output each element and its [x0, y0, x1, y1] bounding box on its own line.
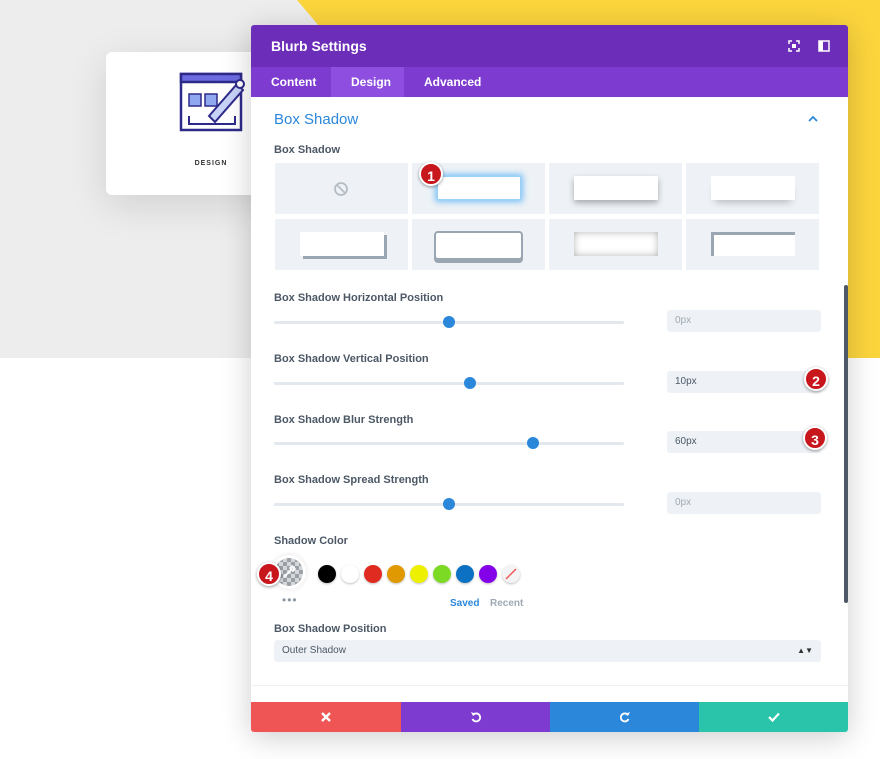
slider-handle[interactable] [443, 498, 455, 510]
blurb-title: DESIGN [194, 160, 228, 167]
preset-3[interactable] [686, 163, 819, 214]
swatch-white[interactable] [341, 565, 359, 583]
preset-7-preview [711, 232, 795, 256]
preset-2-preview [574, 176, 658, 200]
settings-body: Box Shadow Box Shadow [251, 97, 848, 702]
tab-design[interactable]: Design [331, 67, 404, 97]
spread-strength-label: Box Shadow Spread Strength [274, 474, 429, 486]
vertical-position-input[interactable]: 10px [667, 371, 821, 393]
shadow-color-label: Shadow Color [274, 535, 348, 547]
swatch-green[interactable] [433, 565, 451, 583]
blur-strength-input[interactable]: 60px [667, 431, 821, 453]
recent-colors-tab[interactable]: Recent [490, 598, 524, 609]
horizontal-position-label: Box Shadow Horizontal Position [274, 292, 444, 304]
design-window-pencil-icon [179, 72, 245, 132]
sidebar-layout-icon[interactable] [817, 39, 831, 53]
preset-1-preview [437, 176, 521, 200]
preset-7[interactable] [686, 219, 819, 270]
saved-colors-tab[interactable]: Saved [450, 598, 480, 609]
blur-strength-label: Box Shadow Blur Strength [274, 414, 414, 426]
slider-track [274, 442, 624, 445]
modal-footer [251, 702, 848, 732]
tab-bar: Content Design Advanced [251, 67, 848, 97]
tab-content[interactable]: Content [271, 75, 317, 89]
transparent-slash-icon [505, 568, 517, 580]
tab-advanced[interactable]: Advanced [424, 75, 482, 89]
modal-header: Blurb Settings [251, 25, 848, 67]
vertical-position-slider[interactable] [274, 377, 624, 389]
expand-icon[interactable] [787, 39, 801, 53]
marker-1: 1 [419, 162, 443, 186]
none-icon [334, 182, 348, 196]
swatch-purple[interactable] [479, 565, 497, 583]
divider [251, 685, 848, 686]
redo-icon [619, 712, 630, 723]
swatch-transparent[interactable] [502, 565, 520, 583]
modal-title: Blurb Settings [271, 38, 367, 54]
section-title[interactable]: Box Shadow [274, 111, 359, 128]
blur-strength-slider[interactable] [274, 437, 624, 449]
eyedropper-icon [283, 564, 297, 578]
preset-4[interactable] [275, 219, 408, 270]
preset-6[interactable] [549, 219, 682, 270]
preset-none[interactable] [275, 163, 408, 214]
preset-3-preview [711, 176, 795, 200]
slider-track [274, 382, 624, 385]
box-shadow-position-label: Box Shadow Position [274, 623, 387, 635]
redo-button[interactable] [550, 702, 699, 732]
spread-strength-slider[interactable] [274, 498, 624, 510]
check-icon [768, 712, 780, 723]
preset-4-preview [300, 232, 384, 256]
horizontal-position-input[interactable]: 0px [667, 310, 821, 332]
preset-5-preview [434, 231, 523, 260]
modal-scrollbar[interactable] [844, 285, 848, 603]
box-shadow-position-select[interactable]: Outer Shadow ▲▼ [274, 640, 821, 662]
slider-handle[interactable] [464, 377, 476, 389]
vertical-position-label: Box Shadow Vertical Position [274, 353, 429, 365]
marker-4: 4 [257, 562, 281, 586]
horizontal-position-slider[interactable] [274, 316, 624, 328]
spread-strength-input[interactable]: 0px [667, 492, 821, 514]
save-button[interactable] [699, 702, 848, 732]
more-colors-button[interactable]: ••• [282, 593, 298, 607]
undo-icon [471, 712, 482, 723]
swatch-orange[interactable] [387, 565, 405, 583]
preset-6-preview [574, 232, 658, 256]
slider-handle[interactable] [443, 316, 455, 328]
box-shadow-label: Box Shadow [274, 144, 341, 156]
swatch-blue[interactable] [456, 565, 474, 583]
blurb-settings-modal: Blurb Settings Content Design Advanced B… [251, 25, 848, 732]
swatch-yellow[interactable] [410, 565, 428, 583]
marker-2: 2 [804, 367, 828, 391]
chevron-up-icon[interactable] [807, 115, 819, 123]
preset-2[interactable] [549, 163, 682, 214]
preset-5[interactable] [412, 219, 545, 270]
cancel-button[interactable] [251, 702, 401, 732]
slider-handle[interactable] [527, 437, 539, 449]
marker-3: 3 [803, 426, 827, 450]
box-shadow-presets [275, 163, 819, 271]
select-value: Outer Shadow [282, 645, 346, 656]
swatch-black[interactable] [318, 565, 336, 583]
undo-button[interactable] [401, 702, 550, 732]
close-icon [321, 712, 331, 722]
select-arrows-icon: ▲▼ [797, 646, 813, 655]
swatch-red[interactable] [364, 565, 382, 583]
